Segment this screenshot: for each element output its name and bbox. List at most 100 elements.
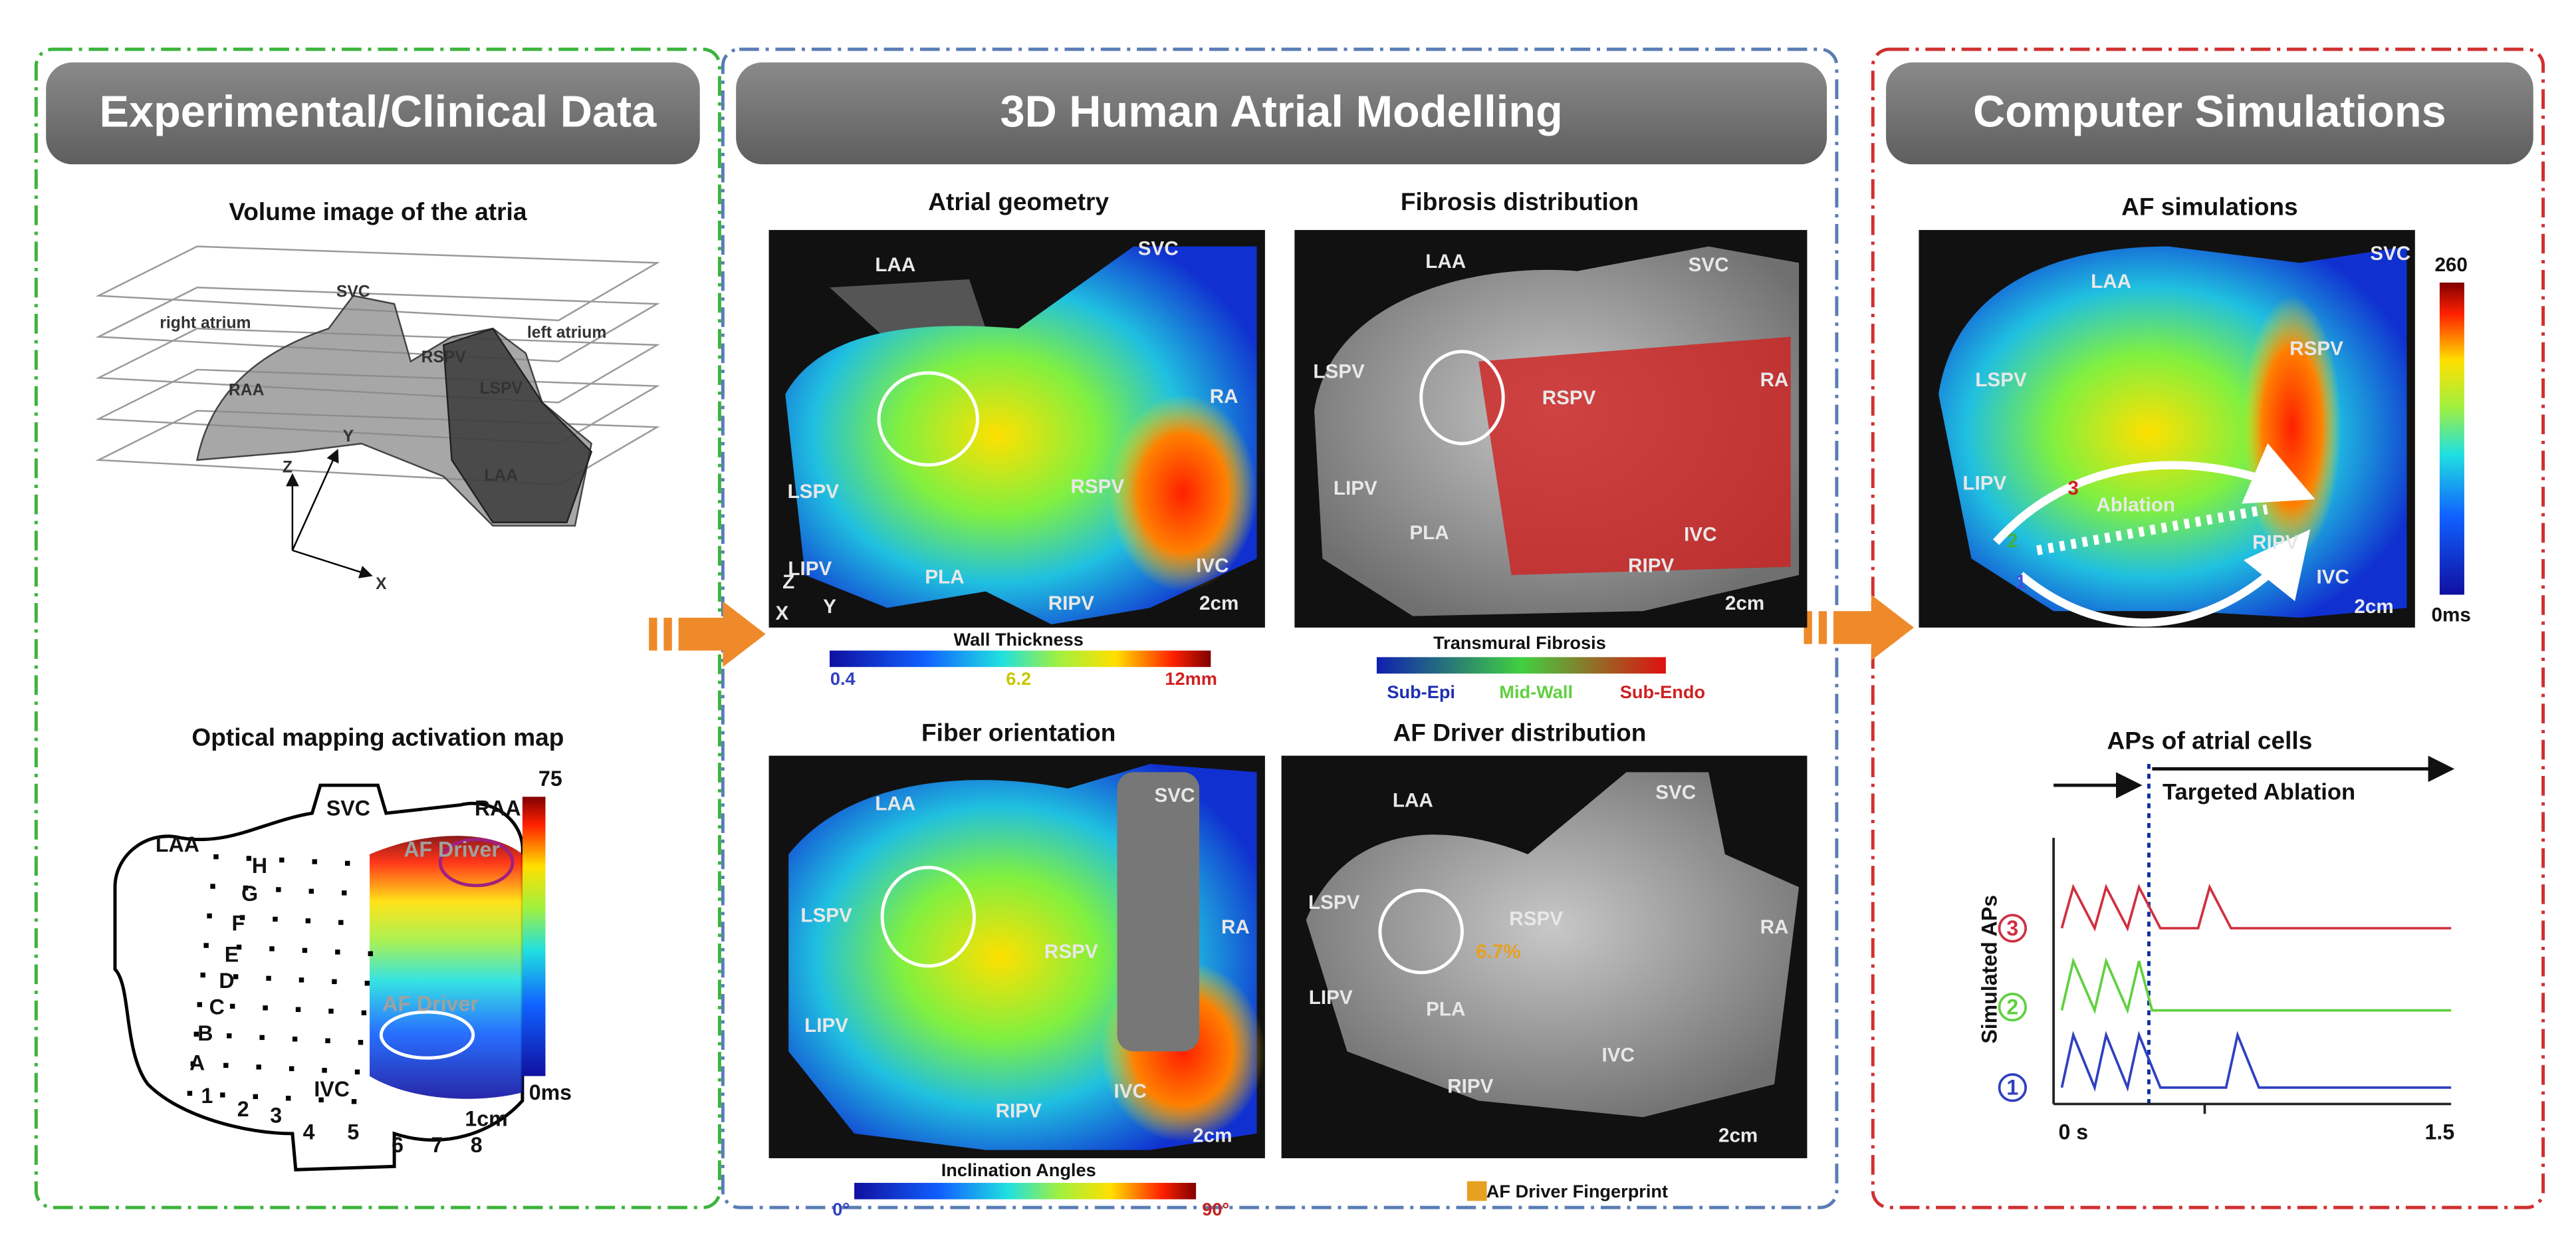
electrode	[298, 977, 304, 983]
colorbar	[2439, 282, 2464, 595]
image-label: LAA	[2091, 271, 2131, 293]
image-label: LAA	[484, 467, 518, 485]
image-label: LAA	[156, 832, 199, 856]
electrode	[220, 1092, 225, 1098]
electrode	[289, 1066, 294, 1072]
image-label: IVC	[2317, 566, 2349, 588]
electrode-grid	[187, 854, 373, 1104]
legend-label: AF Driver Fingerprint	[1486, 1181, 1668, 1201]
electrode	[246, 856, 252, 861]
colorbar	[830, 650, 1211, 668]
image-label: F	[232, 912, 245, 935]
image-label: 2	[2006, 995, 2018, 1019]
electrode	[368, 951, 373, 957]
electrode	[338, 920, 344, 926]
image-label: SVC	[1155, 785, 1195, 807]
image-label: SVC	[336, 283, 370, 301]
image-label: LAA	[1425, 251, 1466, 273]
electrode	[223, 1062, 229, 1068]
image-label: 2	[237, 1097, 249, 1121]
electrode	[213, 854, 219, 860]
image-label: Simulated APs	[1978, 895, 2002, 1044]
image-label: 2cm	[1199, 592, 1238, 614]
image-label: LSPV	[1308, 892, 1360, 914]
header-pill	[1886, 62, 2533, 165]
image-label: 1	[201, 1084, 213, 1108]
legend-label: 12mm	[1165, 668, 1217, 689]
electrode	[239, 915, 245, 920]
header-pill	[46, 62, 700, 165]
electrode	[203, 943, 209, 948]
activation-map	[113, 783, 546, 1172]
image-label: RSPV	[1542, 387, 1596, 409]
electrode	[207, 913, 212, 919]
image-label: RSPV	[2289, 338, 2343, 360]
image-label: 4	[303, 1120, 315, 1144]
image-label: RA	[1760, 916, 1789, 938]
image-label: LSPV	[788, 481, 840, 503]
electrode	[193, 1031, 199, 1037]
image-label: Z	[283, 459, 293, 477]
image-label: Ablation	[2096, 494, 2175, 516]
image-label: 2cm	[1725, 592, 1764, 614]
legend-label: 90°	[1202, 1199, 1229, 1219]
image-label: SVC	[1655, 781, 1696, 803]
image-label: RIPV	[1628, 555, 1674, 576]
legend-title: Inclination Angles	[941, 1160, 1096, 1180]
image-label: 0 s	[2058, 1120, 2088, 1144]
electrode	[190, 1061, 196, 1066]
colorbar	[854, 1183, 1197, 1199]
electrode	[318, 1097, 324, 1102]
image-label: IVC	[1684, 523, 1716, 545]
electrode	[286, 1096, 291, 1101]
image-label: right atrium	[160, 314, 251, 332]
image-label: LAA	[875, 793, 915, 815]
image-label: left atrium	[527, 324, 606, 342]
image-label: RSPV	[1044, 941, 1098, 963]
electrode	[354, 1069, 360, 1074]
image-label: PLA	[1409, 522, 1449, 544]
legend-label: 0°	[832, 1199, 850, 1219]
image-label: IVC	[314, 1077, 350, 1101]
image-label: RA	[1210, 386, 1238, 408]
electrode	[233, 974, 239, 979]
legend-title: Transmural Fibrosis	[1433, 632, 1606, 653]
image-label: IVC	[1602, 1045, 1635, 1066]
image-label: RSPV	[1509, 908, 1563, 930]
electrode	[210, 884, 215, 889]
image-label: B	[197, 1021, 213, 1045]
image-label: SVC	[1138, 237, 1179, 259]
image-label: SVC	[326, 797, 370, 820]
image-label: LIPV	[804, 1015, 848, 1037]
af-driver-image	[1281, 755, 1808, 1201]
image-label: 1.5	[2425, 1120, 2455, 1144]
image-label: 6.7%	[1476, 941, 1521, 963]
fiber-orientation-image	[768, 755, 1265, 1158]
panel-header: Computer Simulations	[1973, 88, 2446, 137]
section-title: Volume image of the atria	[229, 197, 527, 225]
electrode	[308, 888, 314, 894]
image-label: G	[241, 882, 258, 906]
legend-label: Mid-Wall	[1499, 682, 1573, 702]
image-label: LIPV	[1334, 477, 1377, 499]
atrial-geometry-image	[768, 229, 1265, 628]
image-label: LAA	[1393, 790, 1433, 812]
image-label: 260	[2434, 254, 2467, 276]
image-label: 1cm	[465, 1107, 507, 1131]
section-title: AF Driver distribution	[1393, 718, 1647, 746]
image-label: 75	[538, 767, 562, 791]
image-label: 3	[270, 1104, 282, 1128]
image-label: 2cm	[2354, 596, 2393, 618]
image-label: RSPV	[1070, 476, 1124, 498]
legend-title: Wall Thickness	[954, 629, 1084, 650]
panel-header: Experimental/Clinical Data	[99, 88, 657, 137]
electrode	[295, 1007, 301, 1013]
image-label: X	[775, 602, 788, 624]
colorbar	[1376, 657, 1666, 674]
electrode	[342, 890, 347, 896]
electrode	[259, 1035, 265, 1041]
image-label: Y	[823, 596, 836, 618]
electrode	[276, 887, 281, 892]
